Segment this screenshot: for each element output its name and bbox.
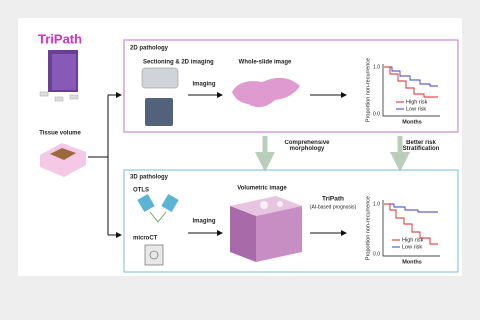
device-label: microCT <box>133 236 158 242</box>
model-label: TriPath <box>322 196 344 203</box>
transition-label: Comprehensive morphology <box>284 140 330 152</box>
label: Better risk Stratification <box>402 140 440 152</box>
image-label: Volumetric image <box>237 186 287 192</box>
km-plot: Proportion non-recurrence 1.0 0.0 High r… <box>365 58 440 125</box>
y-label: Proportion non-recurrence <box>365 58 371 122</box>
model-note: (AI-based prognosis) <box>310 204 357 210</box>
panel-2d <box>123 39 459 133</box>
transition-label: Better risk Stratification <box>402 140 440 152</box>
whole-slide-image <box>232 77 300 108</box>
tick-label: 0.0 <box>373 251 380 257</box>
y-label: Proportion non-recurrence <box>365 196 371 260</box>
tick-label: 1.0 <box>373 201 380 207</box>
km-plot: Proportion non-recurrence 1.0 0.0 High r… <box>365 196 440 265</box>
tissue-block <box>40 143 86 177</box>
otls-device <box>137 193 179 223</box>
branch <box>88 95 109 235</box>
microtome <box>141 67 179 89</box>
x-label: Months <box>402 119 422 125</box>
title: TriPath <box>38 31 82 46</box>
legend-item: High risk <box>402 237 424 243</box>
image-label: Whole-slide image <box>239 60 292 66</box>
panel-3d <box>123 169 459 273</box>
device-label: OTLS <box>133 188 149 194</box>
tick-label: 1.0 <box>373 64 380 70</box>
legend-item: Low risk <box>406 106 426 112</box>
volume-cube <box>230 196 302 262</box>
tick-label: 0.0 <box>373 111 380 117</box>
panel-title: 3D pathology <box>130 175 169 181</box>
x-label: Months <box>402 259 422 265</box>
legend-item: High risk <box>406 99 428 105</box>
arrow-label: Imaging <box>192 82 215 88</box>
arrow-label: Imaging <box>192 219 215 225</box>
slide-stack <box>39 50 79 102</box>
legend-item: Low risk <box>402 244 422 250</box>
panel-title: 2D pathology <box>130 46 169 52</box>
scanner <box>145 98 173 126</box>
step-label: Sectioning & 2D imaging <box>143 60 214 66</box>
microct-device <box>144 244 164 266</box>
label: Comprehensive morphology <box>284 140 330 152</box>
input-label: Tissue volume <box>39 131 81 137</box>
